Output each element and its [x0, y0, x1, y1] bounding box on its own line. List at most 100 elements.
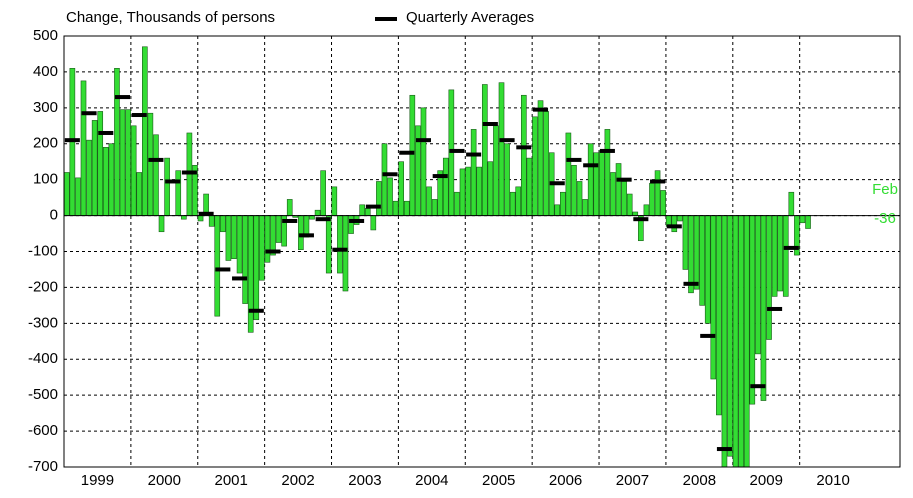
bar [621, 181, 627, 216]
x-tick-label: 1999 [81, 472, 114, 489]
bar [610, 172, 616, 216]
bar [231, 215, 237, 259]
bar [554, 204, 561, 216]
bar [682, 215, 689, 270]
bar [259, 215, 265, 281]
bar [509, 191, 516, 216]
bar [298, 215, 304, 251]
bar [716, 215, 722, 416]
bar [537, 100, 544, 216]
legend-label: Quarterly Averages [406, 9, 534, 26]
bar [130, 125, 137, 216]
bar [755, 215, 761, 355]
bar [102, 147, 109, 216]
x-tick-label: 2002 [281, 472, 314, 489]
bar [175, 170, 182, 216]
bar [571, 165, 577, 216]
bar [181, 215, 187, 220]
y-tick-label: -600 [28, 422, 58, 439]
bar [114, 68, 120, 216]
bar [398, 161, 404, 216]
bar [420, 107, 427, 216]
bar [693, 215, 700, 290]
bar [275, 215, 282, 243]
y-tick-label: 500 [33, 27, 58, 44]
bar [147, 112, 154, 216]
bar [599, 150, 605, 216]
bar [788, 191, 795, 216]
bar [431, 199, 438, 216]
bar [560, 191, 566, 216]
y-tick-label: -700 [28, 458, 58, 475]
bar [409, 94, 416, 216]
bar [771, 215, 778, 297]
bar [799, 215, 806, 224]
bar [64, 172, 70, 216]
bar [576, 181, 583, 216]
x-tick-label: 2006 [549, 472, 582, 489]
bar [91, 120, 98, 216]
bar [264, 215, 271, 263]
x-tick-label: 2007 [616, 472, 649, 489]
x-tick-label: 2000 [148, 472, 181, 489]
bar [286, 199, 293, 216]
bar [392, 200, 399, 216]
bar [587, 143, 594, 216]
y-axis-label: Change, Thousands of persons [66, 9, 275, 26]
bar [142, 46, 148, 216]
bar [782, 215, 789, 297]
y-tick-label: -200 [28, 278, 58, 295]
plot-frame [63, 35, 901, 468]
bar [197, 215, 204, 222]
bar [364, 208, 371, 216]
bar [314, 209, 321, 216]
bar [688, 215, 694, 294]
bar [649, 182, 655, 216]
bar [749, 215, 756, 405]
y-tick-label: 400 [33, 63, 58, 80]
bar [615, 163, 622, 216]
bar [738, 215, 744, 467]
bar [164, 157, 170, 216]
bar [532, 116, 538, 216]
bar [520, 94, 527, 216]
bar [805, 215, 811, 229]
bar [75, 177, 81, 216]
bar [381, 143, 388, 216]
bar [387, 177, 393, 216]
bar [582, 199, 588, 216]
y-tick-label: -100 [28, 242, 58, 259]
bar [320, 170, 326, 216]
x-tick-label: 2010 [816, 472, 849, 489]
bar [208, 215, 215, 227]
bar [481, 84, 488, 216]
bar [426, 186, 432, 216]
bar [158, 215, 165, 233]
bar [699, 215, 705, 306]
bar [342, 215, 349, 292]
bar [376, 181, 382, 216]
bar [498, 82, 505, 216]
bar [727, 215, 733, 457]
bar [86, 139, 92, 216]
bar [225, 215, 232, 261]
y-tick-label: 200 [33, 135, 58, 152]
y-tick-label: 0 [50, 207, 58, 224]
bar [493, 125, 499, 216]
bar [654, 170, 661, 216]
y-tick-label: 300 [33, 99, 58, 116]
bar [331, 186, 338, 216]
bar [370, 215, 377, 231]
bar [565, 132, 572, 216]
bar [359, 204, 365, 216]
bar [337, 215, 343, 274]
bar [626, 193, 633, 216]
annotation-month: Feb [872, 181, 898, 198]
bar [743, 215, 750, 467]
bar [119, 109, 126, 216]
bar [247, 215, 254, 333]
y-tick-label: 100 [33, 171, 58, 188]
bar [442, 157, 449, 216]
x-tick-label: 2001 [215, 472, 248, 489]
